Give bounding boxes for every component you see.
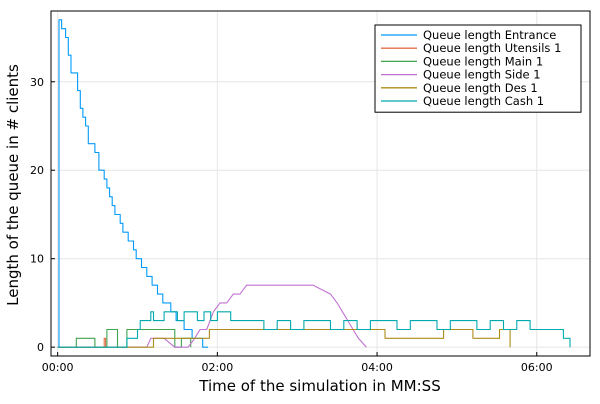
y-axis-ticks: 0 10 20 30	[30, 76, 55, 354]
legend-label: Queue length Side 1	[423, 68, 541, 82]
x-tick-label: 04:00	[361, 361, 393, 374]
legend-label: Queue length Entrance	[423, 28, 556, 42]
y-tick-label: 0	[37, 341, 44, 354]
x-axis-ticks: 00:00 02:00 04:00 06:00	[42, 352, 553, 374]
y-tick-label: 20	[30, 164, 44, 177]
legend-label: Queue length Utensils 1	[423, 41, 561, 55]
x-axis-title: Time of the simulation in MM:SS	[198, 377, 440, 395]
y-tick-label: 10	[30, 253, 44, 266]
plot-frame	[50, 10, 591, 357]
legend-label: Queue length Cash 1	[423, 94, 544, 108]
series-line-queue-length-des-1	[57, 328, 511, 348]
legend-box	[374, 24, 582, 113]
series-line-queue-length-entrance	[57, 19, 208, 348]
y-axis-title: Length of the queue in # clients	[4, 64, 22, 306]
series-line-queue-length-cash-1	[57, 311, 571, 348]
legend-label: Queue length Des 1	[423, 81, 538, 95]
x-tick-label: 02:00	[202, 361, 234, 374]
series-lines	[57, 19, 571, 348]
legend-label: Queue length Main 1	[423, 54, 543, 68]
series-line-queue-length-utensils-1	[57, 337, 107, 348]
x-tick-label: 06:00	[521, 361, 553, 374]
y-tick-label: 30	[30, 76, 44, 89]
series-line-queue-length-side-1	[57, 284, 367, 348]
x-tick-label: 00:00	[42, 361, 74, 374]
